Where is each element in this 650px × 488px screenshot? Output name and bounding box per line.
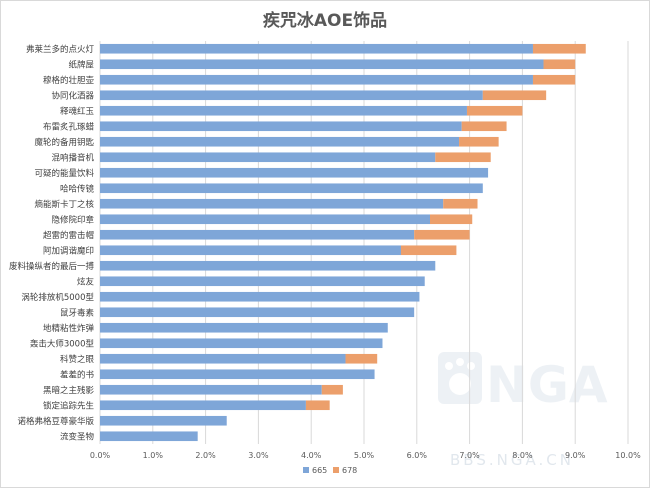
x-tick-label: 8.0%	[512, 451, 533, 460]
bar-678-0	[532, 43, 586, 54]
legend: 665 678	[303, 466, 357, 475]
category-label: 熵能斯卡丁之核	[34, 199, 94, 210]
bar-665-18	[100, 322, 388, 333]
chart-title: 疾咒冰AOE饰品	[262, 11, 388, 31]
legend-label-665: 665	[312, 466, 327, 475]
watermark: NGA BBS.NGA.CN	[438, 352, 608, 469]
category-labels: 弗莱兰多的点火灯纸牌屋穆格的壮胆壶协同化酒器释魂红玉布雷炙孔琢蜡魔轮的备用钥匙混…	[9, 44, 95, 443]
category-label: 布雷炙孔琢蜡	[43, 121, 95, 132]
x-tick-label: 5.0%	[354, 451, 375, 460]
x-tick-label: 1.0%	[143, 451, 164, 460]
x-tick-label: 10.0%	[615, 451, 641, 460]
bar-665-14	[100, 260, 436, 271]
bar-665-19	[100, 338, 383, 349]
category-label: 弗莱兰多的点火灯	[26, 44, 95, 55]
category-label: 流变圣物	[60, 431, 95, 442]
category-label: 协同化酒器	[51, 90, 94, 101]
bar-678-10	[443, 198, 478, 209]
legend-swatch-678	[333, 467, 339, 473]
category-label: 超雷的雷击帽	[43, 230, 94, 241]
bar-665-8	[100, 167, 489, 178]
x-axis-ticks: 0.0% 1.0% 2.0% 3.0% 4.0% 5.0% 6.0% 7.0% 8.0% 9.0%…	[90, 451, 641, 460]
legend-label-678: 678	[342, 466, 357, 475]
category-label: 锁定追踪先生	[43, 400, 95, 411]
nga-logo: NGA	[438, 352, 608, 414]
watermark-logo-text: NGA	[486, 356, 608, 414]
legend-swatch-665	[303, 467, 309, 473]
bar-665-15	[100, 276, 425, 287]
bar-665-3	[100, 90, 483, 101]
x-tick-label: 0.0%	[90, 451, 111, 460]
category-label: 地精粘性炸弹	[43, 323, 95, 334]
bar-665-6	[100, 136, 460, 147]
category-label: 轰击大师3000型	[30, 338, 95, 349]
category-label: 哈哈传镜	[60, 183, 95, 194]
x-tick-label: 7.0%	[459, 451, 480, 460]
bar-665-25	[100, 431, 198, 442]
bar-678-13	[400, 245, 457, 256]
bar-665-0	[100, 43, 533, 54]
bar-665-9	[100, 183, 483, 194]
x-tick-label: 9.0%	[565, 451, 586, 460]
bar-665-11	[100, 214, 430, 225]
category-label: 隐修院印章	[51, 214, 94, 225]
x-tick-label: 4.0%	[301, 451, 322, 460]
bar-665-1	[100, 59, 544, 70]
category-label: 混响播音机	[51, 152, 94, 163]
bar-665-20	[100, 353, 346, 364]
category-label: 可疑的能量饮料	[34, 168, 94, 179]
bars-layer	[100, 43, 586, 442]
category-label: 纸牌屋	[68, 59, 94, 70]
watermark-url: BBS.NGA.CN	[450, 451, 574, 469]
bar-665-5	[100, 121, 462, 132]
bar-665-10	[100, 198, 444, 209]
category-label: 诺格弗格豆尊豪华版	[17, 416, 94, 427]
category-label: 炫友	[77, 276, 95, 287]
bar-665-2	[100, 74, 533, 85]
x-tick-label: 3.0%	[248, 451, 269, 460]
bar-678-22	[321, 384, 343, 395]
category-label: 穆格的壮胆壶	[43, 75, 95, 86]
x-tick-label: 6.0%	[407, 451, 428, 460]
bar-678-4	[466, 105, 523, 116]
bar-665-4	[100, 105, 467, 116]
bar-678-7	[435, 152, 491, 163]
category-label: 科赞之眼	[60, 354, 95, 365]
category-label: 黑暗之主残影	[43, 385, 95, 396]
category-label: 鼠牙毒素	[60, 307, 95, 318]
bar-665-16	[100, 291, 420, 302]
bar-665-7	[100, 152, 436, 163]
bar-665-24	[100, 415, 227, 426]
category-label: 阿加调谐魔印	[43, 245, 94, 256]
bar-678-3	[482, 90, 547, 101]
bar-678-1	[543, 59, 576, 70]
bar-665-23	[100, 400, 306, 411]
category-label: 废料操纵者的最后一搏	[9, 261, 95, 272]
category-label: 涡轮排放机5000型	[21, 292, 94, 303]
category-label: 释魂红玉	[60, 106, 95, 117]
category-label: 魔轮的备用钥匙	[34, 137, 94, 148]
bar-678-5	[461, 121, 507, 132]
bar-678-20	[345, 353, 378, 364]
bar-678-12	[414, 229, 470, 240]
bar-678-23	[305, 400, 330, 411]
bar-665-13	[100, 245, 401, 256]
bar-665-21	[100, 369, 375, 380]
category-label: 羞羞的书	[60, 369, 95, 380]
bar-665-12	[100, 229, 415, 240]
bar-678-2	[532, 74, 576, 85]
bar-678-6	[459, 136, 499, 147]
bar-665-22	[100, 384, 322, 395]
bar-665-17	[100, 307, 415, 318]
bar-678-11	[430, 214, 473, 225]
x-tick-label: 2.0%	[195, 451, 216, 460]
